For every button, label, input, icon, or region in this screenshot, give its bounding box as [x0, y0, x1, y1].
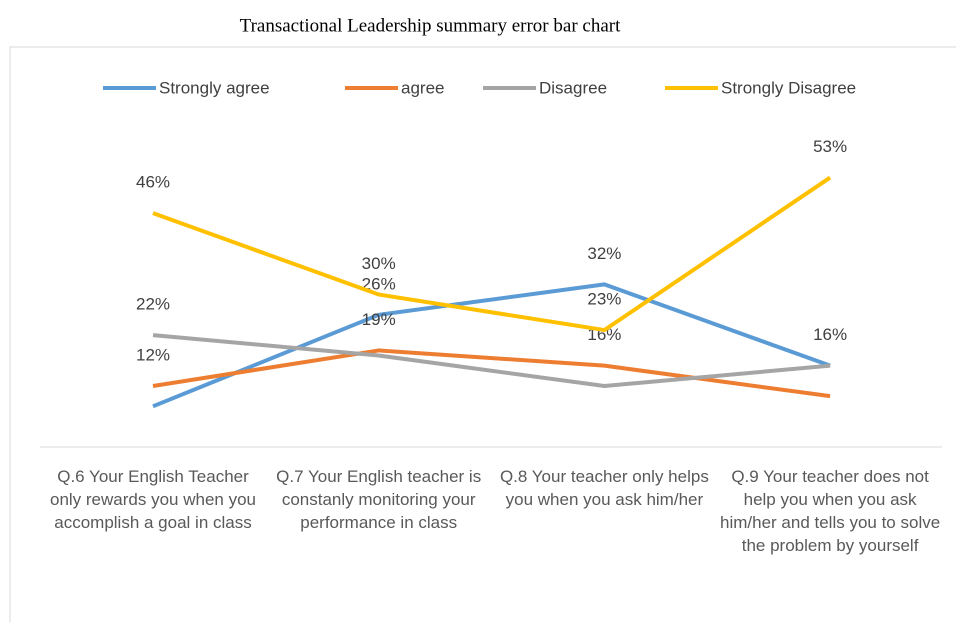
- legend-label: Strongly Disagree: [721, 78, 856, 97]
- legend-label: Strongly agree: [159, 78, 270, 97]
- x-tick-label: Q.6 Your English Teacher only rewards yo…: [49, 467, 256, 532]
- data-label: 19%: [362, 310, 396, 329]
- data-label: 32%: [587, 244, 621, 263]
- chart-border: [9, 46, 956, 622]
- data-label: 12%: [136, 345, 170, 364]
- data-label: 26%: [362, 274, 396, 293]
- data-label: 46%: [136, 173, 170, 192]
- data-label: 22%: [136, 295, 170, 314]
- x-tick-label: Q.9 Your teacher does not help you when …: [720, 467, 941, 555]
- data-label: 16%: [813, 325, 847, 344]
- series-line: [152, 175, 832, 333]
- chart-title: Transactional Leadership summary error b…: [240, 15, 621, 36]
- x-tick-label: Q.7 Your English teacher is constanly mo…: [276, 467, 482, 532]
- series-line: [152, 333, 831, 388]
- legend-label: agree: [401, 78, 444, 97]
- legend-label: Disagree: [539, 78, 607, 97]
- series-line: [152, 348, 831, 399]
- data-label: 23%: [587, 290, 621, 309]
- series-line: [152, 282, 831, 409]
- x-tick-label: Q.8 Your teacher only helps you when you…: [499, 467, 709, 509]
- data-label: 30%: [362, 254, 396, 273]
- data-label: 53%: [813, 137, 847, 156]
